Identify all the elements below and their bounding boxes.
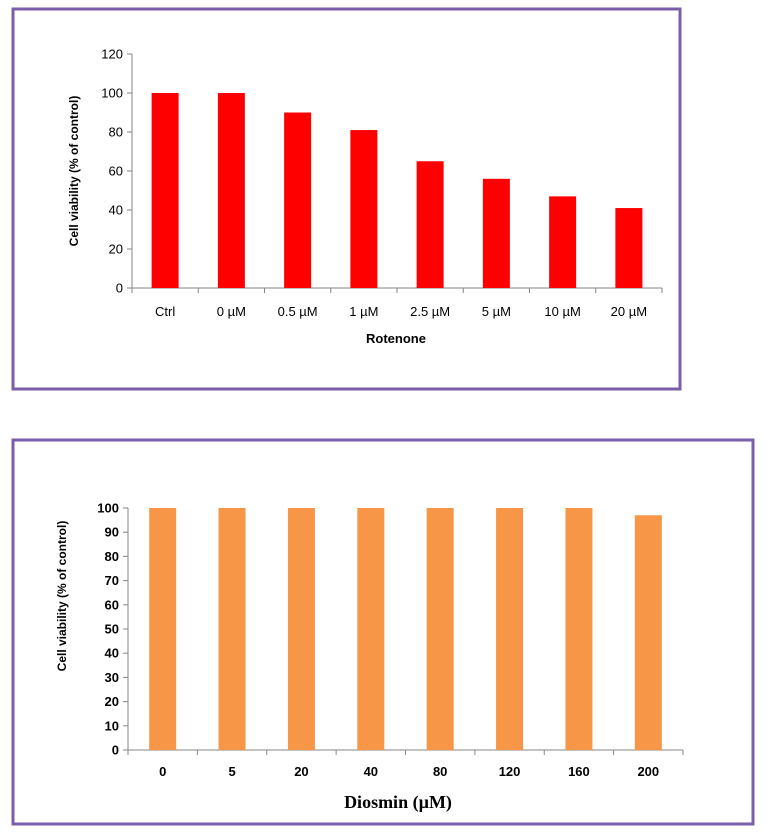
chart2-y-tick-label: 50: [105, 622, 119, 637]
chart2-bar-1: [218, 508, 246, 750]
chart2-y-tick-label: 30: [105, 670, 119, 685]
chart2-x-tick-label: 160: [568, 764, 590, 779]
chart1-rotenone: Cell viability (% of control) Rotenone 0…: [67, 47, 663, 346]
chart2-x-tick-label: 20: [294, 764, 308, 779]
chart2-bar-3: [357, 508, 385, 750]
chart2-diosmin: Cell viability (% of control) Diosmin (µ…: [55, 501, 684, 813]
chart2-bar-2: [287, 508, 315, 750]
chart1-bar-7: [615, 208, 643, 288]
chart2-y-tick-label: 90: [105, 525, 119, 540]
chart2-bar-0: [149, 508, 177, 750]
chart1-x-tick-label: 5 µM: [482, 304, 511, 319]
chart2-bar-5: [496, 508, 524, 750]
chart1-y-tick-label: 60: [109, 164, 123, 179]
chart2-x-tick-label: 40: [364, 764, 378, 779]
chart2-x-tick-label: 5: [228, 764, 235, 779]
chart1-bar-3: [350, 130, 378, 288]
chart1-x-axis-label: Rotenone: [366, 331, 426, 346]
chart1-bar-5: [482, 178, 510, 288]
chart1-y-tick-label: 0: [116, 281, 123, 296]
chart1-x-tick-label: 20 µM: [611, 304, 647, 319]
chart1-x-tick-label: 0.5 µM: [278, 304, 318, 319]
chart2-bar-7: [634, 515, 662, 750]
chart1-bar-2: [284, 112, 312, 288]
chart1-bar-1: [217, 93, 245, 288]
chart2-y-tick-label: 10: [105, 718, 119, 733]
chart2-x-tick-label: 120: [499, 764, 521, 779]
chart2-y-axis-label: Cell viability (% of control): [55, 521, 69, 672]
chart1-x-tick-label: 0 µM: [217, 304, 246, 319]
chart1-bar-0: [151, 93, 179, 288]
chart2-y-tick-label: 0: [112, 743, 119, 758]
chart1-y-tick-label: 100: [101, 86, 123, 101]
chart1-y-tick-label: 20: [109, 242, 123, 257]
chart2-bar-6: [565, 508, 593, 750]
chart2-x-tick-label: 0: [159, 764, 166, 779]
chart2-bar-4: [426, 508, 454, 750]
chart1-x-tick-label: Ctrl: [155, 304, 175, 319]
chart2-y-tick-label: 80: [105, 549, 119, 564]
chart2-y-tick-label: 60: [105, 597, 119, 612]
chart1-y-tick-label: 120: [101, 47, 123, 62]
chart1-y-axis-label: Cell viability (% of control): [67, 96, 81, 247]
chart2-y-tick-label: 70: [105, 573, 119, 588]
chart1-x-tick-label: 1 µM: [349, 304, 378, 319]
chart2-x-tick-label: 80: [433, 764, 447, 779]
chart2-y-tick-label: 40: [105, 646, 119, 661]
chart1-x-tick-label: 10 µM: [544, 304, 580, 319]
chart1-x-tick-label: 2.5 µM: [410, 304, 450, 319]
chart2-x-tick-label: 200: [637, 764, 659, 779]
chart1-y-tick-label: 40: [109, 203, 123, 218]
chart1-bar-6: [549, 196, 577, 288]
chart2-y-tick-label: 20: [105, 694, 119, 709]
chart1-frame: [11, 7, 682, 391]
chart2-y-tick-label: 100: [97, 501, 119, 516]
chart1-bar-4: [416, 161, 444, 288]
chart1-y-tick-label: 80: [109, 125, 123, 140]
chart2-x-axis-label: Diosmin (µM): [344, 792, 452, 813]
